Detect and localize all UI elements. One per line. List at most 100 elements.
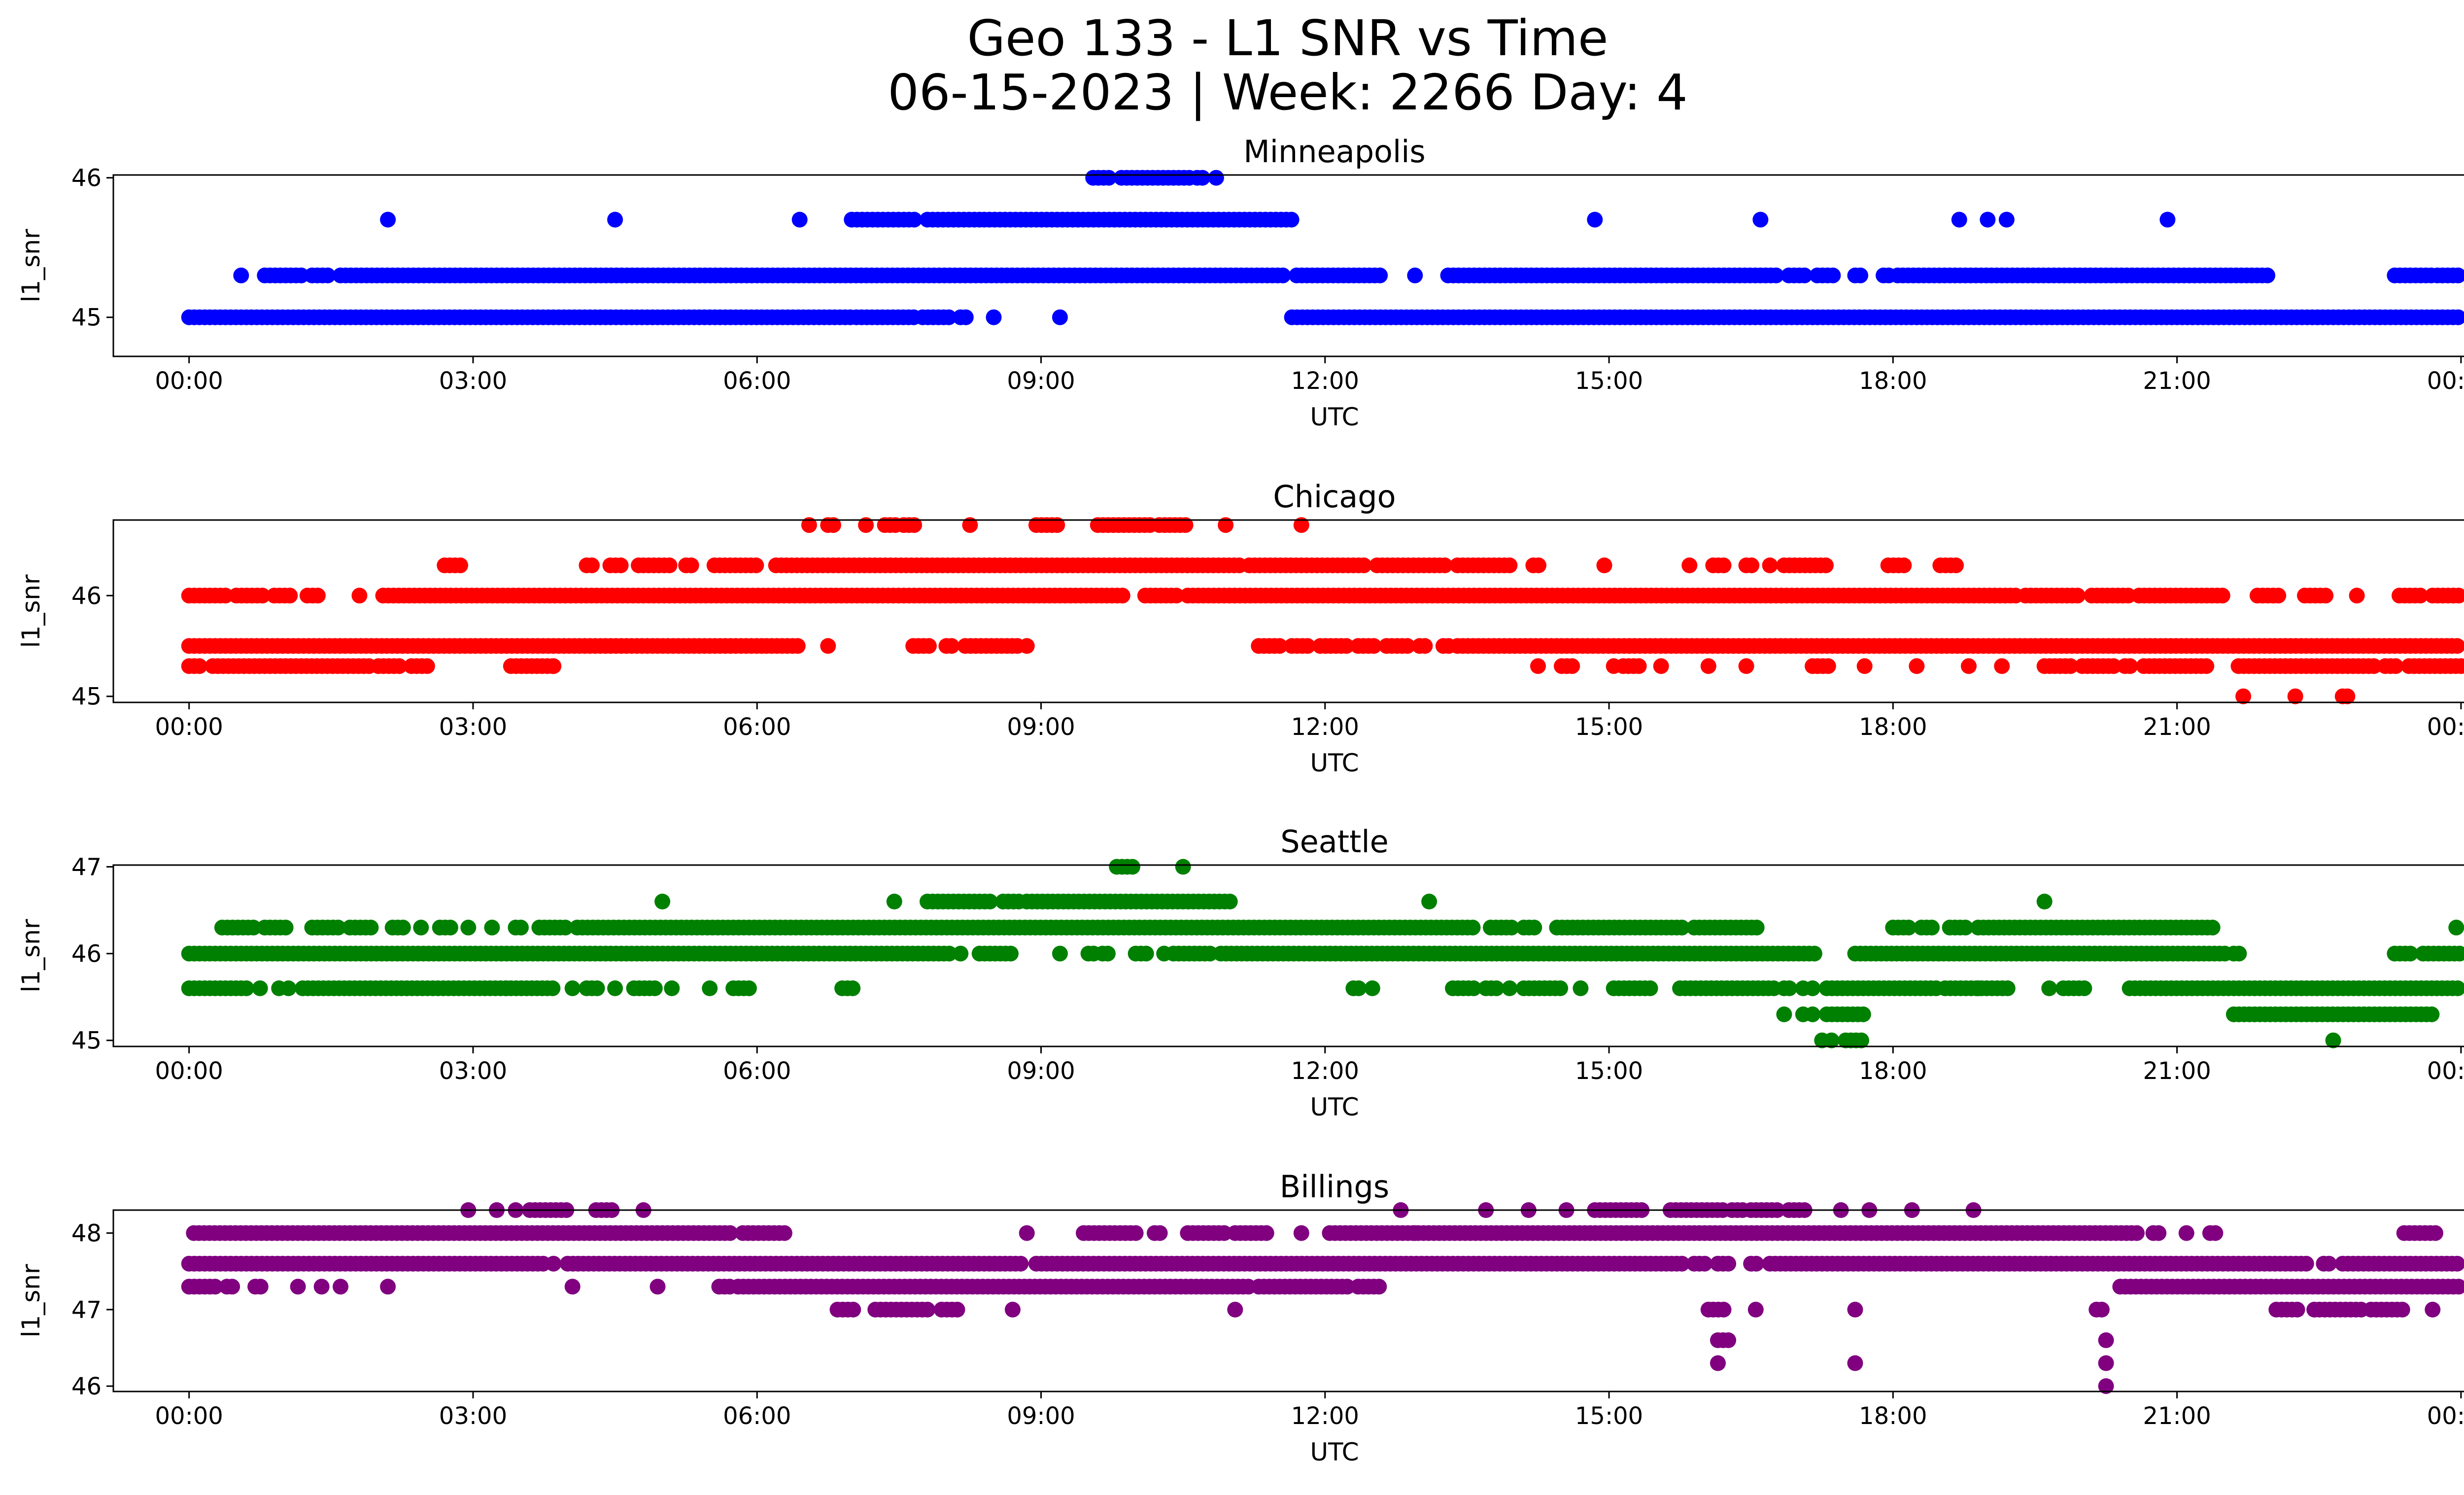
data-point bbox=[2076, 980, 2092, 996]
data-point bbox=[1855, 1006, 1871, 1022]
data-point bbox=[557, 365, 573, 381]
data-point bbox=[700, 365, 716, 381]
data-point bbox=[217, 588, 234, 604]
data-point bbox=[1405, 365, 1421, 381]
data-point bbox=[2451, 1279, 2464, 1295]
data-point bbox=[330, 919, 346, 936]
y-tick-label: 45 bbox=[71, 1027, 102, 1055]
data-point bbox=[537, 365, 552, 381]
data-point bbox=[1653, 658, 1669, 674]
data-point bbox=[1806, 945, 1822, 962]
data-point bbox=[1752, 211, 1769, 228]
data-point bbox=[1389, 365, 1405, 381]
data-point bbox=[1195, 170, 1210, 186]
x-tick-label: 06:00 bbox=[723, 713, 791, 741]
data-point bbox=[2235, 688, 2252, 704]
data-point bbox=[1554, 365, 1570, 381]
data-point bbox=[1924, 919, 1940, 936]
data-point bbox=[1504, 919, 1520, 936]
data-point bbox=[460, 919, 477, 936]
data-point bbox=[1517, 365, 1533, 381]
data-point bbox=[547, 365, 563, 381]
data-point bbox=[2450, 309, 2464, 325]
data-point bbox=[2298, 1255, 2314, 1272]
data-point bbox=[906, 517, 923, 533]
data-point bbox=[1501, 365, 1517, 381]
scatter-points bbox=[181, 1202, 2464, 1394]
data-point bbox=[1426, 365, 1441, 381]
data-point bbox=[333, 1279, 348, 1295]
data-point bbox=[285, 365, 301, 381]
data-point bbox=[1674, 1255, 1690, 1272]
data-point bbox=[789, 638, 806, 654]
data-point bbox=[1275, 267, 1291, 283]
data-point bbox=[1526, 919, 1542, 936]
data-point bbox=[1533, 365, 1548, 381]
data-point bbox=[1970, 980, 1986, 996]
data-point bbox=[1293, 517, 1309, 533]
data-point bbox=[2062, 658, 2079, 674]
data-point bbox=[2198, 658, 2215, 674]
x-tick-label: 15:00 bbox=[1575, 713, 1643, 741]
data-point bbox=[1748, 919, 1765, 936]
data-point bbox=[2406, 365, 2422, 381]
x-tick-label: 06:00 bbox=[723, 1402, 791, 1430]
data-point bbox=[702, 980, 718, 996]
data-point bbox=[2321, 1255, 2337, 1272]
subplot-title: Seattle bbox=[1280, 824, 1388, 860]
data-point bbox=[1512, 365, 1528, 381]
data-point bbox=[858, 517, 874, 533]
data-point bbox=[1552, 980, 1569, 996]
data-point bbox=[2308, 365, 2324, 381]
scatter-points bbox=[181, 859, 2464, 1048]
data-point bbox=[1994, 658, 2010, 674]
x-tick-label: 15:00 bbox=[1575, 1057, 1643, 1085]
x-tick-label: 18:00 bbox=[1859, 1057, 1927, 1085]
data-point bbox=[1506, 365, 1522, 381]
data-point bbox=[654, 894, 671, 909]
data-point bbox=[1114, 588, 1130, 604]
data-point bbox=[2318, 365, 2334, 381]
data-point bbox=[845, 1301, 861, 1318]
data-point bbox=[2231, 945, 2247, 962]
data-point bbox=[1998, 211, 2015, 228]
data-point bbox=[695, 365, 711, 381]
y-tick-label: 47 bbox=[71, 854, 102, 881]
data-point bbox=[2098, 1355, 2114, 1371]
data-point bbox=[1366, 638, 1382, 654]
x-tick-label: 18:00 bbox=[1859, 1402, 1927, 1430]
data-point bbox=[1825, 267, 1841, 283]
data-point bbox=[1543, 365, 1559, 381]
data-point bbox=[1394, 365, 1410, 381]
data-point bbox=[1681, 557, 1698, 573]
data-point bbox=[2335, 407, 2351, 423]
data-point bbox=[2365, 365, 2381, 381]
data-point bbox=[1530, 658, 1546, 674]
data-point bbox=[1013, 1255, 1029, 1272]
data-point bbox=[1480, 365, 1496, 381]
data-point bbox=[1527, 365, 1543, 381]
data-point bbox=[191, 658, 207, 674]
data-point bbox=[1410, 365, 1426, 381]
y-tick-label: 46 bbox=[71, 1373, 102, 1400]
data-point bbox=[607, 980, 623, 996]
data-point bbox=[1446, 365, 1462, 381]
data-point bbox=[1421, 894, 1437, 909]
data-point bbox=[1748, 1255, 1764, 1272]
subplot-title: Chicago bbox=[1273, 479, 1396, 515]
data-point bbox=[280, 365, 296, 381]
data-point bbox=[2448, 919, 2464, 936]
data-point bbox=[776, 1225, 792, 1241]
figure-subtitle: 06-15-2023 | Week: 2266 Day: 4 bbox=[888, 64, 1688, 121]
data-point bbox=[2391, 365, 2407, 381]
data-point bbox=[2452, 945, 2464, 962]
data-point bbox=[1961, 658, 1977, 674]
data-point bbox=[2450, 267, 2464, 283]
x-tick-label: 00:00 bbox=[155, 367, 223, 395]
data-point bbox=[2350, 365, 2365, 381]
data-point bbox=[254, 588, 271, 604]
data-point bbox=[2349, 588, 2365, 604]
data-point bbox=[2129, 1225, 2145, 1241]
x-tick-label: 00:00 bbox=[2427, 367, 2464, 395]
data-point bbox=[1830, 365, 1846, 381]
